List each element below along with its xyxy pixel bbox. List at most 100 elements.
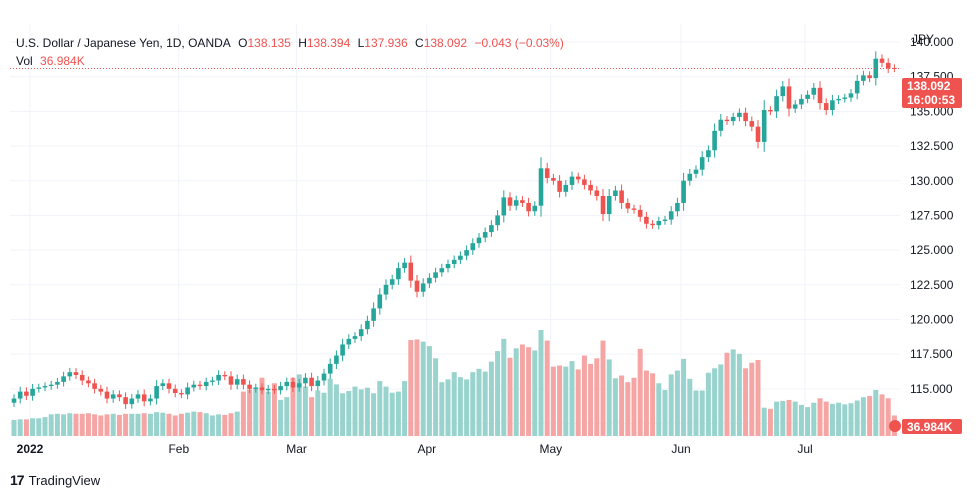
candle-body bbox=[699, 157, 705, 170]
volume-bar bbox=[643, 370, 649, 436]
candle-body bbox=[861, 75, 866, 81]
candle-body bbox=[172, 388, 178, 393]
volume-bar bbox=[594, 358, 600, 436]
x-tick-label: Jun bbox=[671, 442, 690, 456]
open-label: O bbox=[238, 36, 248, 50]
candle-body bbox=[98, 388, 104, 392]
time-axis[interactable]: 2022 Feb Mar Apr May Jun Jul bbox=[17, 442, 813, 456]
volume-bar bbox=[135, 413, 141, 436]
volume-bar bbox=[402, 381, 408, 436]
volume-bar bbox=[687, 378, 693, 436]
volume-bar bbox=[705, 372, 711, 436]
candle-body bbox=[830, 100, 835, 111]
volume-bar bbox=[836, 402, 842, 436]
volume-bar bbox=[606, 359, 612, 436]
volume-bar bbox=[346, 391, 352, 436]
candle-body bbox=[334, 355, 339, 364]
footer-branding[interactable]: 17 TradingView bbox=[10, 472, 100, 488]
candle-body bbox=[532, 205, 538, 212]
symbol-title[interactable]: U.S. Dollar / Japanese Yen, 1D, OANDA bbox=[16, 36, 231, 50]
candle-body bbox=[879, 58, 885, 63]
volume-bar bbox=[203, 413, 209, 436]
candle-body bbox=[755, 126, 761, 142]
candle-body bbox=[730, 116, 736, 122]
candle-body bbox=[148, 398, 153, 402]
volume-bar bbox=[414, 339, 420, 436]
volume-bar bbox=[358, 389, 364, 436]
candle-body bbox=[482, 232, 488, 238]
candle-body bbox=[836, 98, 841, 101]
candle-body bbox=[433, 272, 438, 278]
volume-bar bbox=[451, 372, 457, 436]
candle-body bbox=[371, 308, 376, 321]
candle-body bbox=[606, 196, 612, 215]
candle-body bbox=[377, 294, 383, 309]
candle-body bbox=[67, 372, 73, 377]
volume-bar bbox=[656, 383, 662, 436]
brand-name: TradingView bbox=[28, 472, 101, 488]
candle-body bbox=[811, 87, 817, 95]
y-tick-label: 127.500 bbox=[910, 208, 954, 222]
candle-body bbox=[470, 243, 476, 251]
volume-bar bbox=[538, 330, 544, 436]
volume-bar bbox=[482, 371, 488, 436]
volume-bar bbox=[129, 413, 135, 436]
volume-bar bbox=[67, 413, 73, 436]
candle-body bbox=[414, 280, 420, 292]
candle-body bbox=[92, 383, 97, 389]
candle-body bbox=[892, 67, 897, 69]
candle-body bbox=[774, 96, 779, 112]
candle-body bbox=[439, 268, 445, 273]
candle-body bbox=[644, 216, 649, 224]
volume-bar bbox=[761, 407, 767, 436]
volume-bar bbox=[681, 358, 687, 436]
volume-bar bbox=[85, 413, 91, 436]
candle-body bbox=[458, 255, 463, 260]
volume-bar bbox=[185, 412, 191, 436]
candle-body bbox=[569, 176, 575, 185]
volume-label[interactable]: Vol bbox=[16, 54, 33, 68]
volume-bar bbox=[17, 419, 23, 436]
candle-body bbox=[216, 374, 221, 381]
volume-bar bbox=[216, 414, 222, 436]
candle-body bbox=[489, 225, 494, 233]
volume-bar bbox=[371, 393, 377, 436]
candle-body bbox=[259, 387, 265, 391]
volume-bar bbox=[507, 357, 513, 436]
volume-bar bbox=[575, 369, 581, 436]
candle-body bbox=[848, 93, 854, 98]
candle-body bbox=[290, 381, 296, 388]
candle-body bbox=[768, 110, 773, 112]
volume-bar bbox=[222, 414, 228, 436]
volume-bar bbox=[253, 388, 259, 436]
volume-bar bbox=[11, 419, 17, 436]
candle-body bbox=[123, 397, 128, 405]
volume-bar bbox=[513, 348, 519, 436]
candle-body bbox=[309, 377, 314, 387]
candle-body bbox=[247, 384, 252, 389]
volume-bar bbox=[271, 383, 277, 436]
candle-body bbox=[303, 377, 308, 384]
volume-bar bbox=[61, 414, 67, 436]
volume-bar bbox=[315, 390, 321, 436]
candle-body bbox=[842, 97, 848, 99]
volume-bar bbox=[265, 391, 271, 436]
candle-body bbox=[743, 112, 748, 122]
volume-bar bbox=[333, 384, 339, 436]
last-price-value: 138.092 bbox=[907, 79, 951, 93]
volume-bar bbox=[197, 412, 203, 436]
candle-body bbox=[17, 391, 23, 399]
volume-bar bbox=[712, 368, 718, 436]
candle-body bbox=[30, 388, 35, 396]
candle-body bbox=[48, 384, 54, 387]
volume-bar bbox=[600, 340, 606, 436]
candle-body bbox=[885, 62, 891, 69]
candle-body bbox=[272, 388, 277, 391]
volume-bar bbox=[209, 415, 215, 436]
volume-bar bbox=[23, 419, 29, 436]
candle-body bbox=[296, 383, 302, 388]
volume-bar bbox=[42, 417, 48, 436]
candle-body bbox=[538, 168, 544, 206]
ohlc-row: U.S. Dollar / Japanese Yen, 1D, OANDA O1… bbox=[16, 34, 568, 52]
